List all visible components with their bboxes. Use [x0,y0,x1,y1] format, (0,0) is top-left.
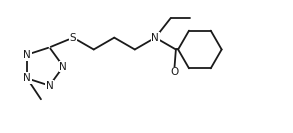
Text: O: O [170,67,179,77]
Text: N: N [151,33,159,43]
Text: N: N [59,61,67,72]
Text: N: N [23,50,31,60]
Text: S: S [70,33,76,43]
Text: N: N [23,73,31,83]
Text: N: N [46,81,53,91]
